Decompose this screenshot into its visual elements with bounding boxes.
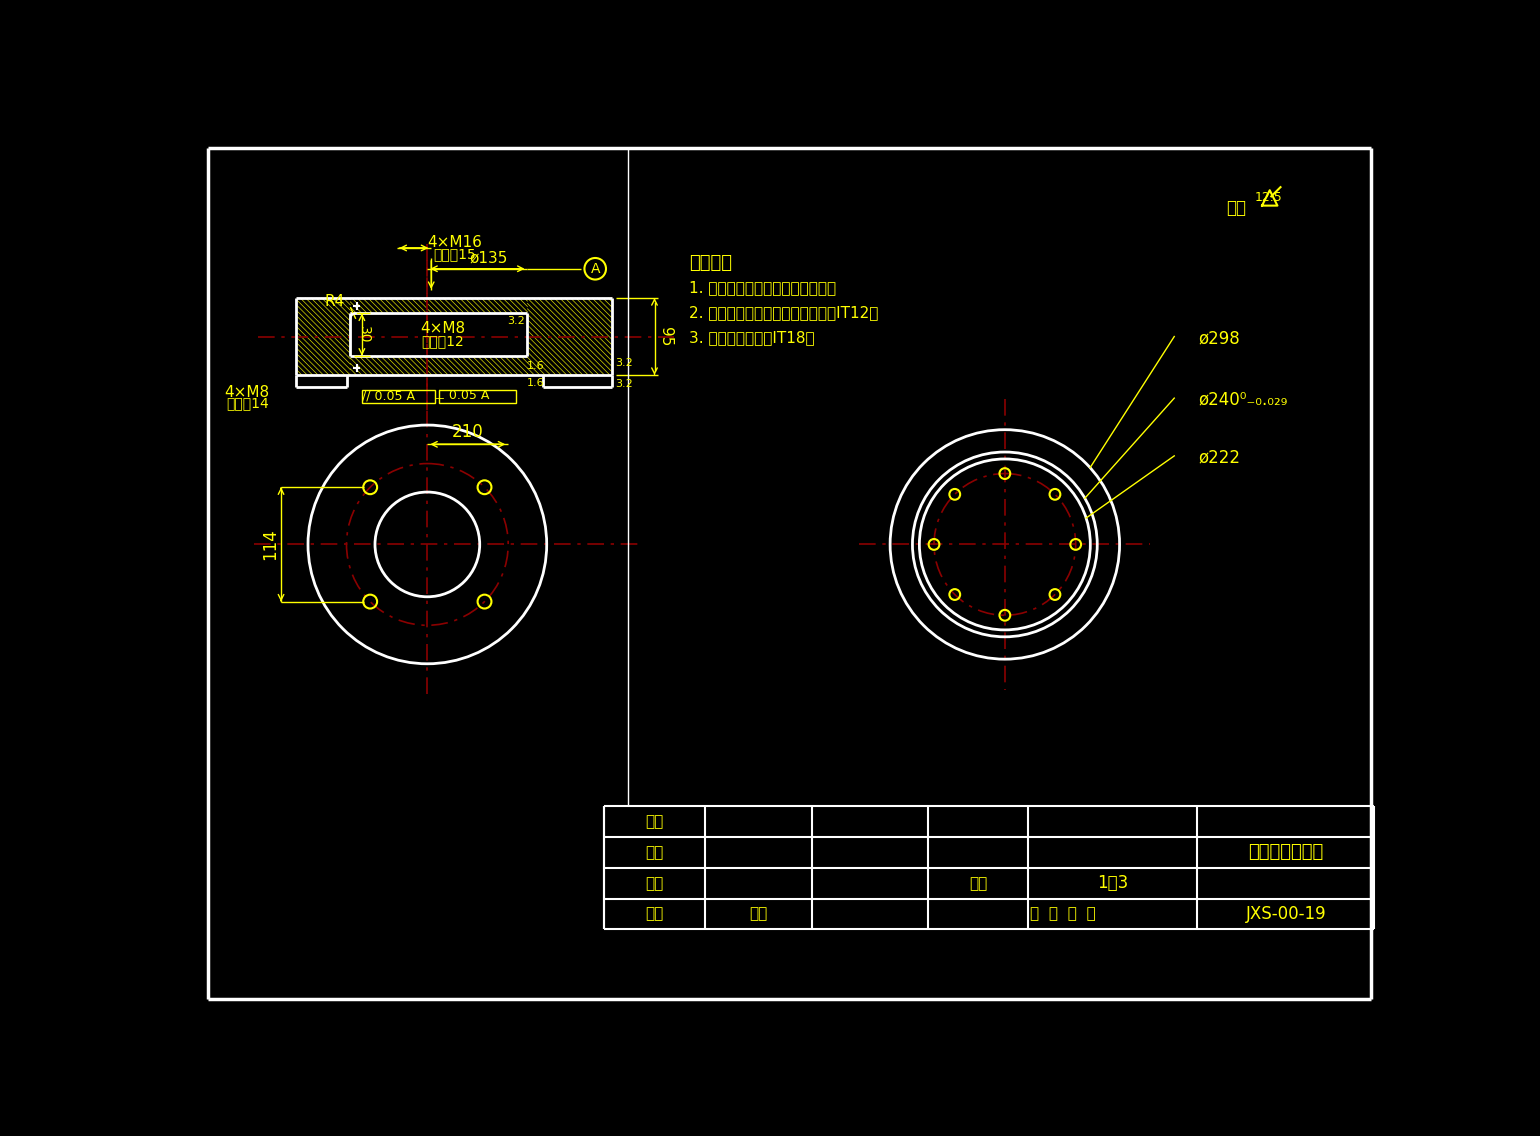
Text: 班级: 班级 <box>645 907 664 921</box>
Text: 审核: 审核 <box>645 876 664 891</box>
Text: 1. 转动壳体铸成后，应及时清理；: 1. 转动壳体铸成后，应及时清理； <box>690 281 836 295</box>
Text: 4×M16: 4×M16 <box>427 235 482 250</box>
Bar <box>362 391 434 403</box>
Text: 设计: 设计 <box>645 815 664 829</box>
Text: ø298: ø298 <box>1200 329 1241 348</box>
Text: 1：3: 1：3 <box>1096 875 1129 892</box>
Text: 210: 210 <box>451 423 484 441</box>
Text: 校核: 校核 <box>645 845 664 860</box>
Bar <box>439 391 516 403</box>
Text: ø240⁰₋₀.₀₂₉: ø240⁰₋₀.₀₂₉ <box>1200 391 1289 409</box>
Text: 4×M8: 4×M8 <box>225 385 270 400</box>
Text: 3.2: 3.2 <box>614 359 633 368</box>
Text: 1.6: 1.6 <box>527 377 544 387</box>
Text: // 0.05 A: // 0.05 A <box>362 390 416 402</box>
Text: 114: 114 <box>262 528 279 560</box>
Text: 学号: 学号 <box>750 907 767 921</box>
Text: JXS-00-19: JXS-00-19 <box>1246 905 1326 924</box>
Text: 95: 95 <box>658 327 673 346</box>
Text: 比例: 比例 <box>969 876 987 891</box>
Text: 转动壳体零件图: 转动壳体零件图 <box>1249 843 1323 861</box>
Text: 3.2: 3.2 <box>614 379 633 390</box>
Text: 其余: 其余 <box>1226 199 1246 217</box>
Text: 3.2: 3.2 <box>507 316 525 326</box>
Text: 螺纹深15: 螺纹深15 <box>433 248 476 261</box>
Text: 3. 铸造尺寸精度为IT18。: 3. 铸造尺寸精度为IT18。 <box>690 329 815 345</box>
Text: 1.6: 1.6 <box>527 361 544 370</box>
Text: A: A <box>590 261 601 276</box>
Text: 螺纹深14: 螺纹深14 <box>226 396 270 410</box>
Text: ø222: ø222 <box>1200 449 1241 467</box>
Text: ⊥ 0.05 A: ⊥ 0.05 A <box>434 390 490 402</box>
Text: R4: R4 <box>325 294 345 309</box>
Text: 30: 30 <box>357 326 371 343</box>
Text: ø135: ø135 <box>470 250 508 266</box>
Text: 4×M8: 4×M8 <box>420 321 465 336</box>
Text: 12.5: 12.5 <box>1254 192 1283 204</box>
Text: 共  张  第  张: 共 张 第 张 <box>1030 907 1095 921</box>
Text: 2. 机械加工未注明偏差尺寸精度为IT12；: 2. 机械加工未注明偏差尺寸精度为IT12； <box>690 306 878 320</box>
Text: 技术要求: 技术要求 <box>690 254 731 273</box>
Text: 螺纹深12: 螺纹深12 <box>422 334 464 348</box>
